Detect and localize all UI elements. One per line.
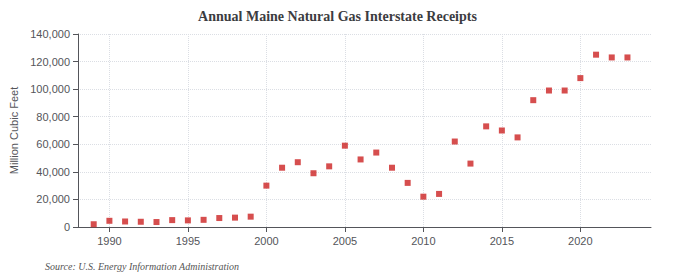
svg-text:1990: 1990 (97, 235, 121, 247)
svg-text:20,000: 20,000 (36, 193, 70, 205)
svg-text:Annual Maine Natural Gas Inter: Annual Maine Natural Gas Interstate Rece… (198, 9, 477, 24)
svg-text:80,000: 80,000 (36, 111, 70, 123)
svg-text:2015: 2015 (490, 235, 514, 247)
svg-text:2005: 2005 (333, 235, 357, 247)
svg-text:40,000: 40,000 (36, 166, 70, 178)
svg-text:100,000: 100,000 (30, 83, 70, 95)
svg-text:60,000: 60,000 (36, 138, 70, 150)
svg-text:1995: 1995 (176, 235, 200, 247)
svg-text:Million Cubic Feet: Million Cubic Feet (8, 87, 20, 174)
svg-text:120,000: 120,000 (30, 56, 70, 68)
svg-text:2010: 2010 (411, 235, 435, 247)
svg-text:2020: 2020 (568, 235, 592, 247)
svg-text:0: 0 (64, 221, 70, 233)
svg-text:2000: 2000 (254, 235, 278, 247)
svg-text:Source: U.S. Energy Informatio: Source: U.S. Energy Information Administ… (45, 261, 239, 272)
svg-text:140,000: 140,000 (30, 28, 70, 40)
